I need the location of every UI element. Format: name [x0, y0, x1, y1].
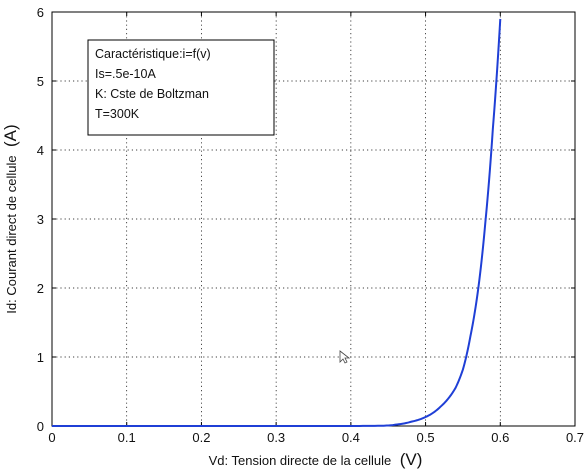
grid [52, 12, 575, 426]
series-group [52, 18, 502, 427]
y-tick-label: 3 [37, 212, 44, 227]
x-axis-label: Vd: Tension directe de la cellule (V) [209, 450, 423, 469]
y-tick-label: 6 [37, 5, 44, 20]
series-line [52, 18, 502, 427]
x-tick-label: 0 [48, 430, 55, 445]
y-axis-label-unit: (A) [1, 124, 20, 147]
y-tick-label: 0 [37, 419, 44, 434]
y-tick-label: 1 [37, 350, 44, 365]
y-axis-label: Id: Courant direct de cellule (A) [1, 124, 20, 313]
x-tick-label: 0.6 [491, 430, 509, 445]
x-tick-label: 0.4 [342, 430, 360, 445]
legend-frame [87, 39, 275, 136]
x-axis-label-unit: (V) [400, 450, 423, 469]
x-tick-label: 0.3 [267, 430, 285, 445]
x-tick-label: 0.7 [566, 430, 584, 445]
x-axis-title: Vd: Tension directe de la cellule (V) [209, 450, 423, 469]
axis-ticks: 0 0.1 0.2 0.3 0.4 0.5 0.6 0.7 0 1 2 3 4 5 6 [37, 5, 584, 445]
legend-box: Caractéristique:i=f(v) Is=.5e-10A K: Cste … [87, 39, 275, 136]
y-axis-label-main: Id: Courant direct de cellule [4, 155, 19, 313]
x-tick-label: 0.5 [417, 430, 435, 445]
x-tick-label: 0.2 [192, 430, 210, 445]
legend-line: Is=.5e-10A [95, 67, 156, 81]
y-axis-title: Id: Courant direct de cellule (A) [1, 124, 20, 313]
legend-line: T=300K [95, 107, 140, 121]
legend-line: Caractéristique:i=f(v) [95, 47, 211, 61]
y-tick-label: 5 [37, 74, 44, 89]
legend-line: K: Cste de Boltzman [95, 87, 209, 101]
mouse-cursor-icon [339, 350, 351, 364]
y-tick-label: 4 [37, 143, 44, 158]
x-tick-label: 0.1 [118, 430, 136, 445]
x-axis-label-main: Vd: Tension directe de la cellule [209, 453, 392, 468]
y-tick-label: 2 [37, 281, 44, 296]
